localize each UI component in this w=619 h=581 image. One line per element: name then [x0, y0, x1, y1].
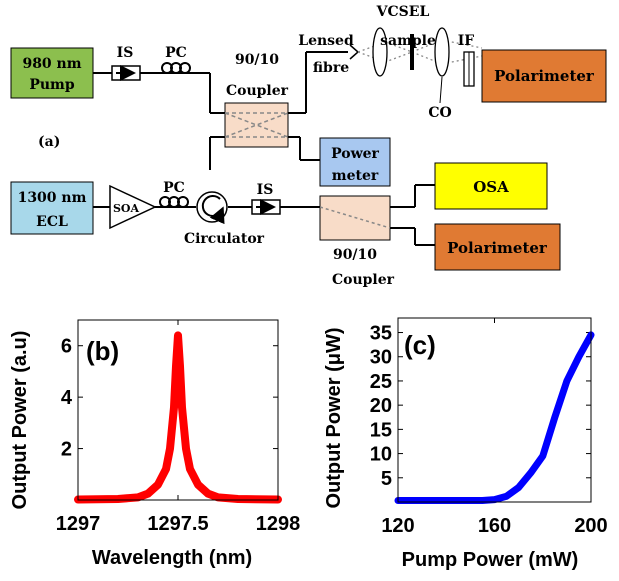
chart-b-series-line — [74, 331, 282, 504]
chart-b-xtick-label: 1297.5 — [147, 513, 208, 535]
osa-box — [434, 162, 548, 210]
pc-top-label: PC — [165, 45, 187, 61]
lensed-fibre-label-line2: fibre — [313, 60, 349, 76]
power-meter-label-line2: meter — [332, 168, 379, 184]
chart-b-panel-label: (b) — [86, 336, 119, 366]
pc-top-icon — [161, 62, 191, 74]
pc-bottom-label: PC — [163, 180, 185, 196]
chart-c-ytick-label: 25 — [370, 371, 392, 393]
chart-b-ylabel: Output Power (a.u) — [9, 331, 31, 510]
pc-bottom-icon — [159, 196, 189, 208]
ecl-box — [10, 181, 94, 235]
vcsel-label-line1: VCSEL — [376, 4, 430, 20]
isolator-bottom-label: IS — [257, 182, 274, 198]
circulator-arrow-icon — [201, 194, 225, 225]
vcsel-sample-icon — [410, 34, 414, 70]
chart-c-ytick-label: 35 — [370, 323, 392, 345]
chart-c-series-line — [394, 331, 595, 504]
chart-b-plot-area: 1297 1297.5 1298 2 4 6 — [56, 320, 301, 535]
pump-box — [10, 47, 94, 99]
polarimeter-top-box — [481, 49, 607, 103]
polarimeter-bottom-box — [434, 223, 561, 271]
lens-co-icon — [434, 27, 450, 77]
pump-label-line2: Pump — [29, 77, 75, 93]
chart-b-ytick-label: 6 — [61, 336, 72, 358]
chart-c-panel-label: (c) — [404, 330, 436, 360]
co-label-leader — [439, 76, 443, 104]
chart-c-xtick-label: 200 — [574, 515, 607, 537]
polarimeter-top-label: Polarimeter — [494, 67, 595, 85]
ecl-label-line2: ECL — [36, 214, 68, 230]
chart-c-frame — [397, 317, 592, 503]
chart-b-ytick-label: 2 — [61, 439, 72, 461]
panel-label-a: (a) — [38, 134, 60, 150]
chart-b-frame — [77, 319, 279, 501]
osa-label: OSA — [473, 178, 509, 196]
power-meter-label-line1: Power — [331, 146, 379, 162]
chart-b-xtick-label: 1298 — [256, 513, 301, 535]
coupler-top-box — [224, 102, 289, 148]
coupler-top-internal-icon — [224, 112, 289, 138]
setup-diagram: 980 nm Pump IS PC 90/10 Coupler Lensed f… — [10, 4, 607, 288]
chart-b: 1297 1297.5 1298 2 4 6 (b) Wavelength (nm) Ou… — [9, 319, 301, 569]
chart-c-ytick-label: 10 — [370, 444, 392, 466]
lens-1-icon — [372, 27, 388, 77]
chart-c-ylabel: Output Power (μW) — [323, 327, 345, 508]
power-meter-box — [319, 137, 391, 187]
chart-b-ytick-label: 4 — [61, 387, 73, 409]
coupler-bottom-label-line1: 90/10 — [333, 247, 377, 263]
coupler-top-label-line1: 90/10 — [235, 52, 279, 68]
soa-label: SOA — [113, 202, 140, 215]
chart-b-xtick-label: 1297 — [56, 513, 101, 535]
pump-label-line1: 980 nm — [22, 56, 81, 72]
polarimeter-bottom-label: Polarimeter — [447, 239, 548, 257]
co-label: CO — [428, 105, 451, 121]
lensed-fibre-label-line1: Lensed — [298, 33, 354, 49]
isolator-top-label: IS — [117, 45, 134, 61]
circulator-label: Circulator — [184, 231, 265, 247]
coupler-bottom-label-line2: Coupler — [332, 272, 395, 288]
soa-icon — [109, 184, 157, 230]
if-label: IF — [458, 33, 475, 49]
coupler-top-label-line2: Coupler — [226, 83, 289, 99]
chart-c-xtick-label: 160 — [478, 515, 511, 537]
chart-c-ytick-label: 30 — [370, 347, 392, 369]
coupler-bottom-internal-icon — [319, 206, 391, 229]
chart-c-xtick-label: 120 — [381, 515, 414, 537]
chart-c-ytick-label: 20 — [370, 395, 392, 417]
ecl-label-line1: 1300 nm — [18, 190, 87, 206]
chart-c-ytick-label: 15 — [370, 419, 392, 441]
vcsel-label-line2: sample — [380, 33, 436, 49]
chart-c-xlabel: Pump Power (mW) — [402, 549, 579, 571]
chart-c-ytick-label: 5 — [381, 468, 392, 490]
chart-b-xlabel: Wavelength (nm) — [92, 547, 252, 569]
